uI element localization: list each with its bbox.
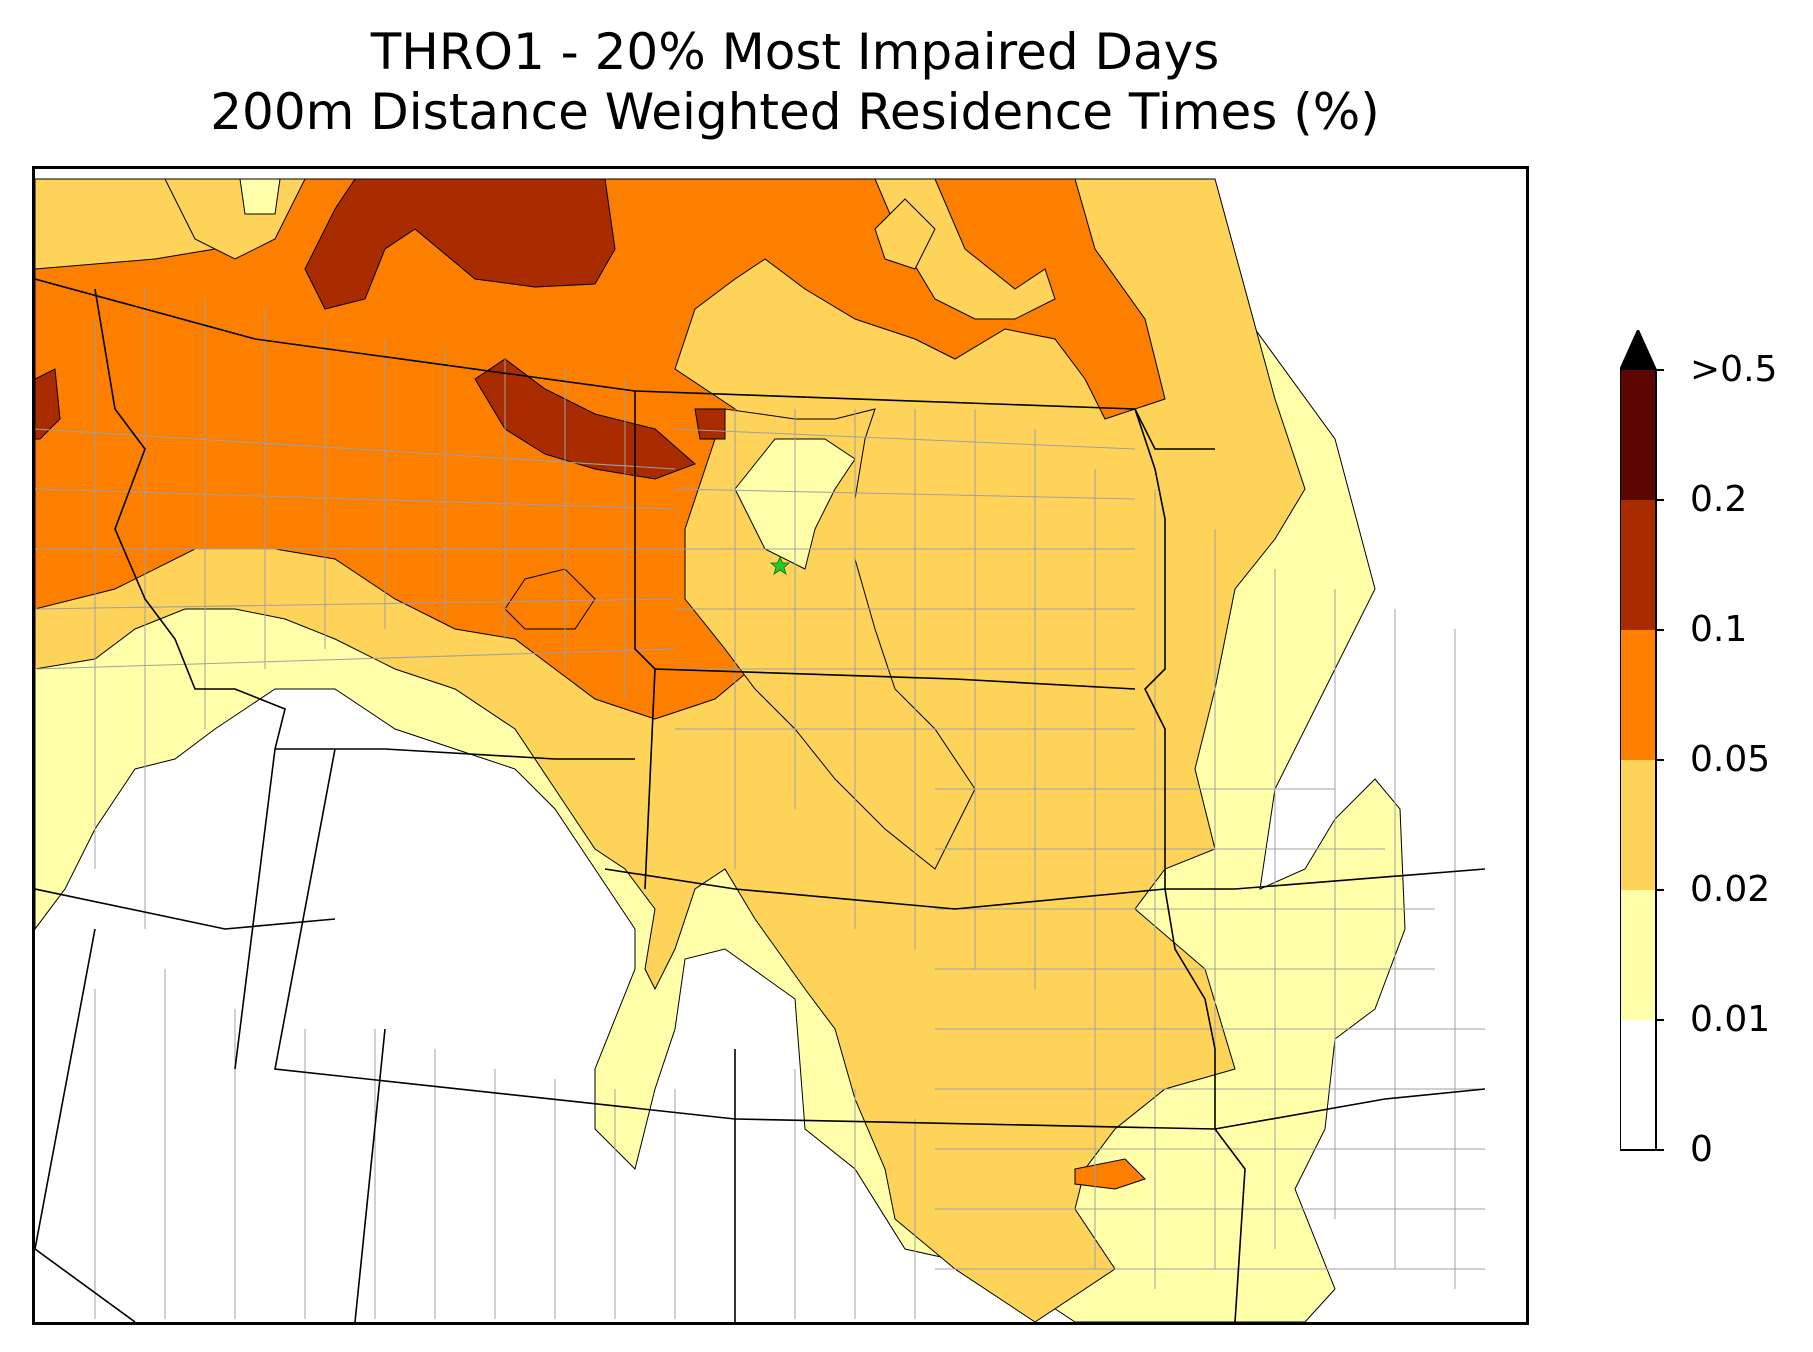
contour-level-4-north bbox=[304, 178, 616, 310]
contour-level-4-west bbox=[35, 368, 61, 440]
title-line-2: 200m Distance Weighted Residence Times (… bbox=[210, 83, 1380, 141]
contour-level-4-band bbox=[474, 358, 696, 480]
colorbar-extend-triangle bbox=[1620, 330, 1656, 370]
colorbar-bin bbox=[1620, 370, 1656, 500]
title-line-1: THRO1 - 20% Most Impaired Days bbox=[370, 23, 1220, 81]
colorbar-bins bbox=[1620, 330, 1657, 1151]
colorbar-tick-label: 0.1 bbox=[1690, 609, 1748, 650]
colorbar-bin bbox=[1620, 890, 1656, 1020]
contour-level-2-north-lobe bbox=[874, 198, 936, 270]
colorbar-bin bbox=[1620, 630, 1656, 760]
colorbar-tick-label: 0 bbox=[1690, 1129, 1713, 1170]
colorbar-bin bbox=[1620, 500, 1656, 630]
map-title: THRO1 - 20% Most Impaired Days 200m Dist… bbox=[0, 22, 1590, 142]
colorbar-tick-label: 0.2 bbox=[1690, 479, 1748, 520]
county-boundaries bbox=[35, 289, 1485, 1319]
colorbar-outline bbox=[1620, 330, 1657, 1151]
colorbar-bin bbox=[1620, 760, 1656, 890]
colorbar-ticks bbox=[1656, 369, 1664, 1151]
colorbar-tick-label: 0.02 bbox=[1690, 869, 1771, 910]
state-boundaries bbox=[35, 278, 1486, 1322]
green-star-icon bbox=[769, 555, 791, 575]
colorbar-tick-label: 0.01 bbox=[1690, 999, 1771, 1040]
colorbar-bin bbox=[1620, 1020, 1656, 1150]
contour-level-1-nw-pocket bbox=[239, 178, 281, 215]
contour-level-4-spot bbox=[694, 408, 726, 440]
colorbar-tick-label: >0.5 bbox=[1690, 349, 1778, 390]
residence-time-map bbox=[35, 169, 1526, 1322]
colorbar-tick-label: 0.05 bbox=[1690, 739, 1771, 780]
colorbar bbox=[1620, 330, 1664, 1151]
contour-level-3-patch-a bbox=[1074, 1158, 1146, 1190]
map-panel bbox=[32, 166, 1529, 1325]
